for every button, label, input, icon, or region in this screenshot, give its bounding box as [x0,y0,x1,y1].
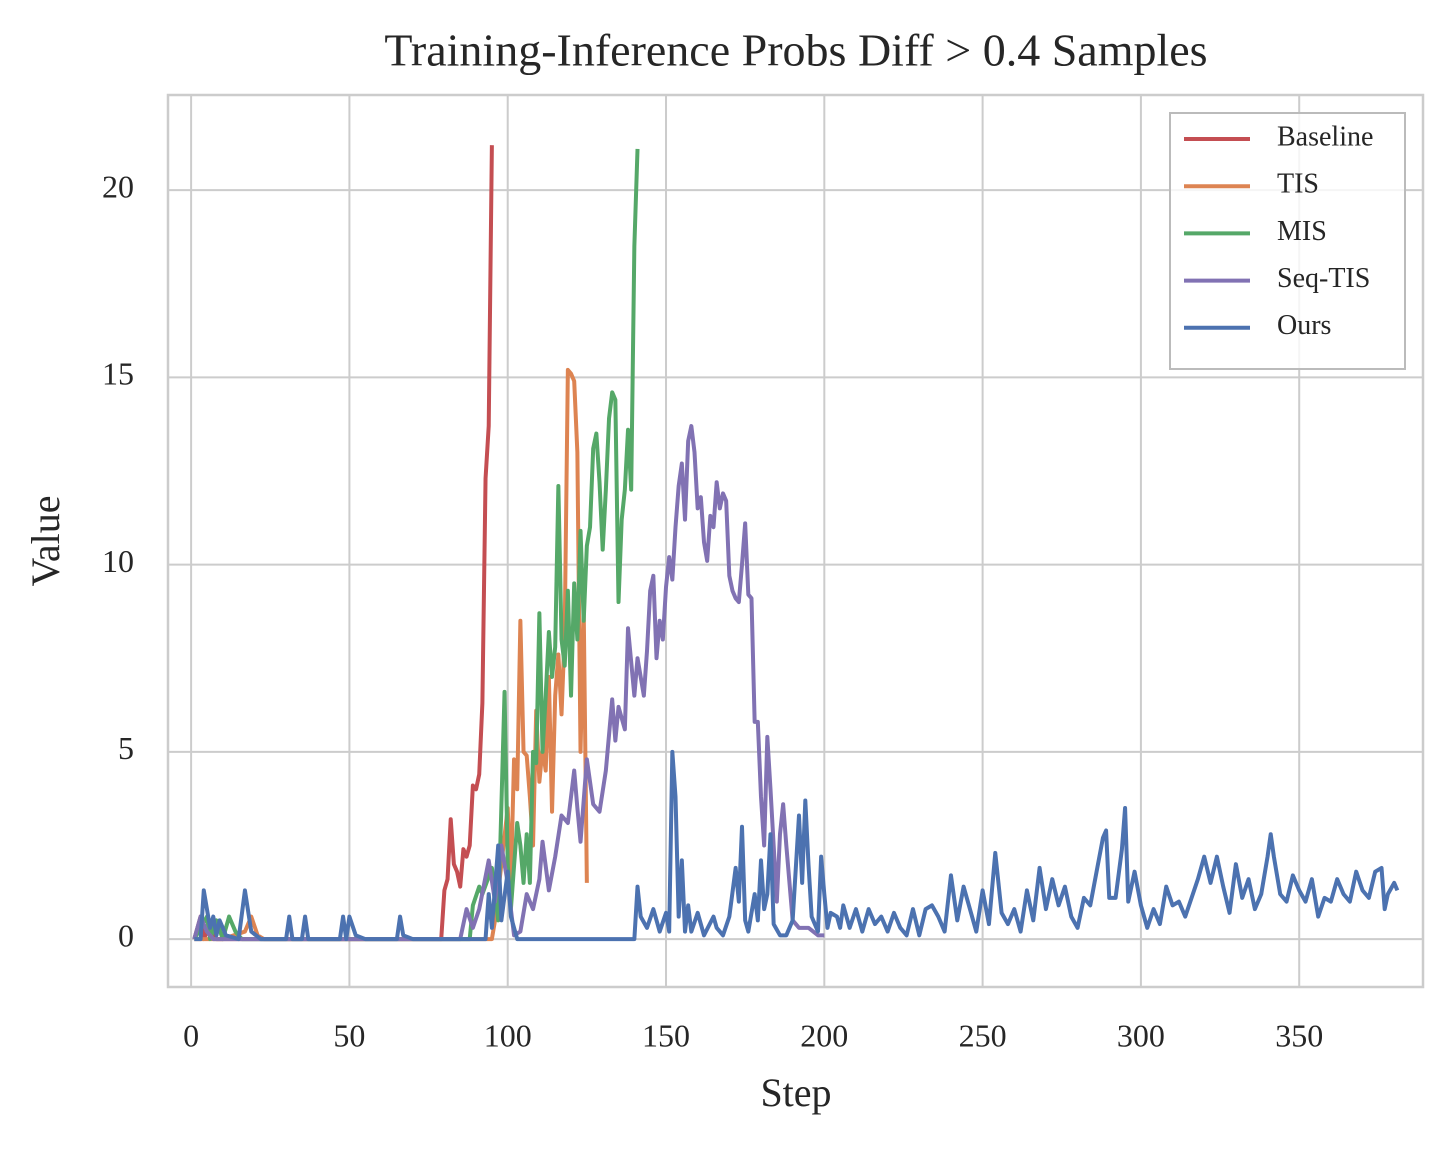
chart-title: Training-Inference Probs Diff > 0.4 Samp… [384,25,1207,76]
plot-frame [166,93,1425,989]
legend: Baseline TIS MIS Seq-TIS Ours [1169,112,1406,370]
legend-label: Ours [1277,310,1331,341]
legend-label: Seq-TIS [1277,263,1370,294]
legend-label: MIS [1277,216,1327,247]
line-series [192,148,640,942]
x-tick-label: 100 [484,1017,532,1053]
y-tick-label: 5 [118,730,134,766]
y-axis-label: Value [23,495,68,586]
x-tick-label: 300 [1117,1017,1165,1053]
y-tick-label: 15 [102,356,134,392]
line-series [192,145,494,942]
legend-label: TIS [1277,169,1319,200]
legend-label: Baseline [1277,121,1373,152]
line-series [194,749,1400,942]
x-tick-label: 150 [642,1017,690,1053]
y-tick-label: 10 [102,543,134,579]
x-axis-label: Step [760,1070,831,1115]
y-tick-label: 20 [102,168,134,204]
line-series [192,424,825,942]
x-tick-label: 350 [1275,1017,1323,1053]
x-tick-label: 50 [333,1017,365,1053]
y-tick-label: 0 [118,917,134,953]
x-tick-label: 200 [800,1017,848,1053]
x-tick-label: 250 [959,1017,1007,1053]
x-tick-label: 0 [183,1017,199,1053]
